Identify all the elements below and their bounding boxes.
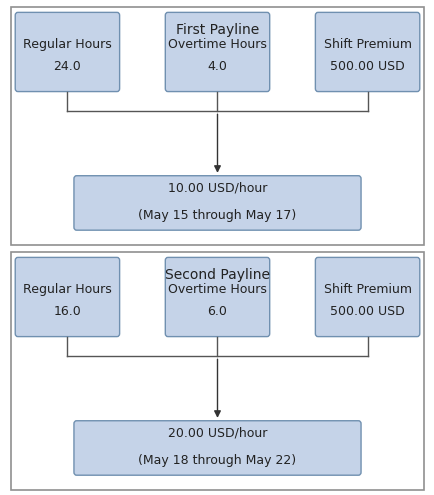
Text: Regular Hours: Regular Hours	[23, 283, 112, 296]
Text: Shift Premium: Shift Premium	[323, 38, 411, 50]
Text: 6.0: 6.0	[207, 305, 227, 318]
FancyBboxPatch shape	[74, 176, 360, 230]
Text: 24.0: 24.0	[53, 60, 81, 73]
FancyBboxPatch shape	[165, 257, 269, 337]
Text: (May 15 through May 17): (May 15 through May 17)	[138, 209, 296, 222]
Text: Shift Premium: Shift Premium	[323, 283, 411, 296]
Text: 500.00 USD: 500.00 USD	[329, 305, 404, 318]
FancyBboxPatch shape	[315, 257, 419, 337]
Bar	[11, 7, 423, 245]
Text: 500.00 USD: 500.00 USD	[329, 60, 404, 73]
Bar	[11, 252, 423, 490]
Text: Second Payline: Second Payline	[164, 268, 270, 282]
FancyBboxPatch shape	[165, 12, 269, 92]
Text: (May 18 through May 22): (May 18 through May 22)	[138, 454, 296, 467]
Text: 16.0: 16.0	[53, 305, 81, 318]
FancyBboxPatch shape	[74, 421, 360, 475]
Text: 20.00 USD/hour: 20.00 USD/hour	[168, 427, 266, 440]
Text: 10.00 USD/hour: 10.00 USD/hour	[168, 182, 266, 195]
FancyBboxPatch shape	[315, 12, 419, 92]
Text: Overtime Hours: Overtime Hours	[168, 283, 266, 296]
Text: Regular Hours: Regular Hours	[23, 38, 112, 50]
Text: 4.0: 4.0	[207, 60, 227, 73]
FancyBboxPatch shape	[15, 12, 119, 92]
Text: Overtime Hours: Overtime Hours	[168, 38, 266, 50]
FancyBboxPatch shape	[15, 257, 119, 337]
Text: First Payline: First Payline	[175, 23, 259, 37]
